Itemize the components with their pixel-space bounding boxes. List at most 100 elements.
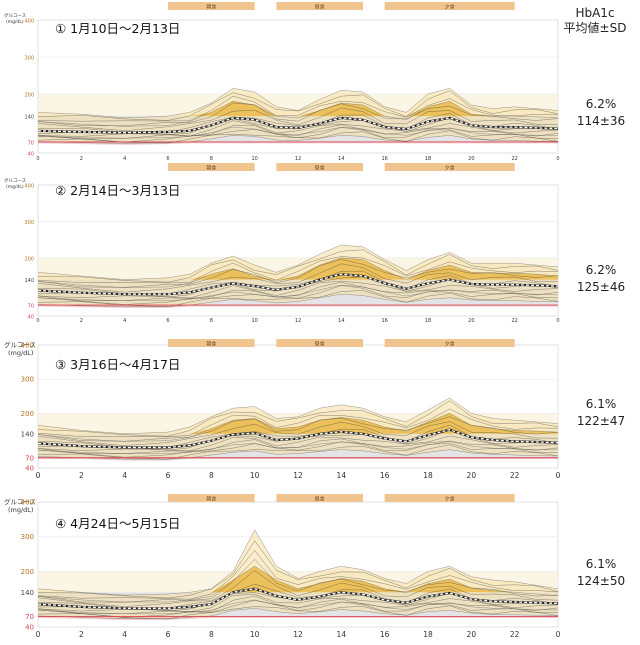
meal-bar-1 xyxy=(168,2,255,10)
y-tick-label: 140 xyxy=(24,278,34,284)
x-tick-label: 10 xyxy=(250,471,260,480)
meal-bar-3 xyxy=(384,494,515,502)
daily-trace xyxy=(37,249,559,283)
x-tick-label: 22 xyxy=(510,471,520,480)
y-axis-label: グルコース xyxy=(4,177,27,184)
x-tick-label: 12 xyxy=(293,630,303,639)
meal-bar-2 xyxy=(276,163,363,171)
hba1c-title: HbA1c xyxy=(575,6,615,20)
x-tick-label: 0 xyxy=(556,471,561,480)
meal-label-3: 夕食 xyxy=(445,341,455,348)
x-tick-label: 20 xyxy=(467,471,477,480)
x-tick-label: 6 xyxy=(166,471,171,480)
meal-bar-2 xyxy=(276,339,363,347)
x-tick-label: 2 xyxy=(79,471,84,480)
percentile-line-p75 xyxy=(37,101,559,127)
y-tick-label: 400 xyxy=(21,342,34,350)
band-p25-p75 xyxy=(38,101,558,117)
y-tick-label: 300 xyxy=(24,220,34,226)
x-tick-label: 6 xyxy=(166,630,171,639)
x-tick-label: 4 xyxy=(123,156,126,162)
y-tick-label: 40 xyxy=(28,152,34,158)
daily-trace xyxy=(37,592,559,612)
low-glucose-area xyxy=(38,457,558,461)
daily-trace xyxy=(37,594,559,613)
y-axis-label: グルコース xyxy=(4,12,27,19)
daily-trace xyxy=(37,130,559,144)
daily-trace xyxy=(37,550,559,600)
daily-trace xyxy=(37,117,559,135)
x-tick-label: 4 xyxy=(123,318,126,324)
panel-1-hba1c: 6.2% xyxy=(585,97,617,111)
x-tick-label: 16 xyxy=(381,318,387,324)
y-tick-label: 200 xyxy=(21,568,34,576)
daily-trace xyxy=(37,444,559,460)
x-tick-label: 2 xyxy=(79,630,84,639)
y-tick-label: 70 xyxy=(28,140,34,146)
daily-trace xyxy=(37,127,559,143)
percentile-line-p75 xyxy=(37,565,559,603)
x-tick-label: 10 xyxy=(251,156,257,162)
meal-label-1: 朝食 xyxy=(206,496,216,503)
meal-bar-1 xyxy=(168,163,255,171)
x-tick-label: 12 xyxy=(293,471,303,480)
meal-label-2: 昼食 xyxy=(315,341,325,348)
y-tick-label: 140 xyxy=(24,115,34,121)
low-glucose-area xyxy=(38,305,558,308)
y-axis-label: グルコース xyxy=(4,340,36,349)
y-tick-label: 140 xyxy=(21,430,34,438)
meal-label-2: 昼食 xyxy=(315,165,325,172)
y-tick-label: 300 xyxy=(21,533,34,541)
y-axis-unit: (mg/dL) xyxy=(6,19,24,25)
daily-trace xyxy=(37,441,559,458)
meal-label-1: 朝食 xyxy=(206,165,216,172)
panel-4-mean-sd: 124±50 xyxy=(576,574,626,588)
x-tick-label: 0 xyxy=(556,318,559,324)
band-p25-p75 xyxy=(38,566,558,593)
median-line xyxy=(37,429,559,449)
meal-label-3: 夕食 xyxy=(445,4,455,11)
meal-bar-1 xyxy=(168,339,255,347)
daily-trace xyxy=(37,90,559,121)
x-tick-label: 10 xyxy=(250,630,260,639)
meal-bar-3 xyxy=(384,339,515,347)
percentile-line-p90 xyxy=(37,244,559,280)
median-line xyxy=(37,117,559,134)
x-tick-label: 18 xyxy=(425,318,431,324)
daily-trace xyxy=(37,276,559,298)
daily-trace xyxy=(37,124,559,140)
daily-trace xyxy=(37,435,559,452)
x-tick-label: 8 xyxy=(210,156,213,162)
panel-title: ① 1月10日～2月13日 xyxy=(55,21,180,36)
daily-trace xyxy=(37,408,559,438)
hba1c-subtitle: 平均値±SD xyxy=(563,21,627,35)
x-tick-label: 8 xyxy=(209,630,214,639)
y-tick-label: 70 xyxy=(25,454,34,462)
x-tick-label: 0 xyxy=(36,630,41,639)
panel-1-stats: 6.2% 114±36 xyxy=(566,96,636,130)
median-line xyxy=(37,273,559,295)
panel-title: ③ 3月16日～4月17日 xyxy=(55,357,180,372)
daily-trace xyxy=(37,263,559,293)
daily-trace xyxy=(37,438,559,454)
percentile-line-p25 xyxy=(37,441,559,454)
meal-label-3: 夕食 xyxy=(445,165,455,172)
x-tick-label: 16 xyxy=(380,471,390,480)
meal-bar-2 xyxy=(276,2,363,10)
panel-title: ④ 4月24日～5月15日 xyxy=(55,516,180,531)
x-tick-label: 10 xyxy=(251,318,257,324)
y-tick-label: 70 xyxy=(28,304,34,310)
panel-title: ② 2月14日～3月13日 xyxy=(55,183,180,198)
daily-trace xyxy=(37,595,559,615)
percentile-line-p90 xyxy=(37,397,559,435)
y-tick-label: 400 xyxy=(21,499,34,507)
x-tick-label: 18 xyxy=(423,630,433,639)
band-p10-p90 xyxy=(38,88,558,144)
x-tick-label: 16 xyxy=(381,156,387,162)
x-tick-label: 12 xyxy=(295,318,301,324)
percentile-line-p25 xyxy=(37,599,559,615)
